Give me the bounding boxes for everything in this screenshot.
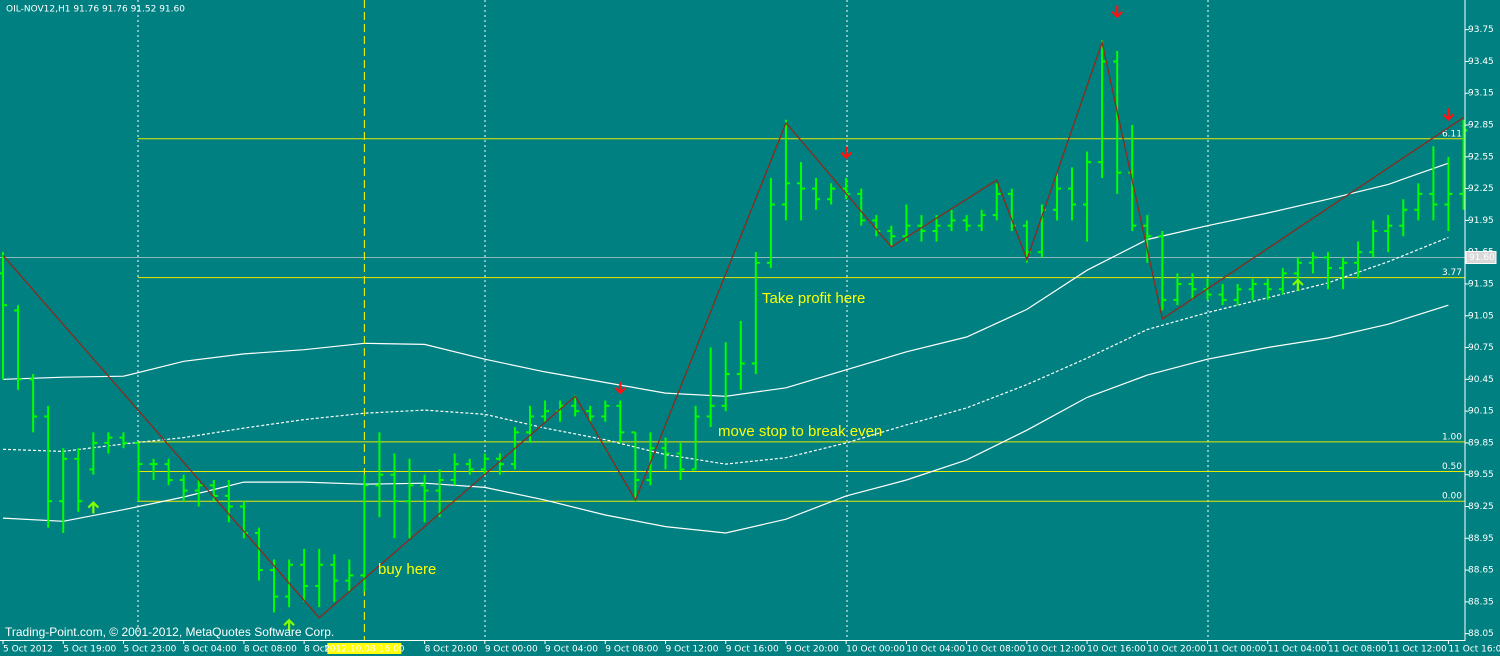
y-tick-label: 89.25	[1468, 502, 1494, 512]
x-tick-label: 11 Oct 08:00	[1328, 645, 1387, 655]
y-tick-label: 93.45	[1468, 57, 1494, 67]
crosshair-label-box	[327, 643, 402, 654]
x-tick-label: 11 Oct 12:00	[1388, 645, 1447, 655]
chart-title: OIL-NOV12,H1 91.76 91.76 91.52 91.60	[6, 5, 185, 15]
x-tick-label: 9 Oct 20:00	[786, 645, 839, 655]
level-label: 1.00	[1442, 432, 1462, 442]
x-tick-label: 9 Oct 04:00	[545, 645, 598, 655]
fractal-arrow	[283, 618, 295, 632]
fractal-arrow	[1442, 108, 1455, 121]
y-tick-label: 88.65	[1468, 566, 1494, 576]
x-tick-label: 10 Oct 20:00	[1147, 645, 1206, 655]
x-tick-label: 10 Oct 00:00	[846, 645, 905, 655]
x-tick-label: 10 Oct 08:00	[967, 645, 1026, 655]
x-tick-label: 8 Oct 20:00	[425, 645, 478, 655]
x-tick-label: 10 Oct 04:00	[906, 645, 965, 655]
level-label: 0.00	[1442, 492, 1462, 502]
y-tick-label: 91.05	[1468, 311, 1494, 321]
zigzag	[2, 40, 1464, 619]
x-tick-label: 10 Oct 16:00	[1087, 645, 1146, 655]
period-separators	[137, 0, 1209, 640]
band-lower	[2, 304, 1449, 534]
annotation: Take profit here	[762, 290, 865, 307]
fractal-arrow	[1292, 278, 1304, 292]
x-tick-label: 9 Oct 08:00	[605, 645, 658, 655]
x-tick-label: 9 Oct 00:00	[485, 645, 538, 655]
y-tick-label: 88.35	[1468, 597, 1494, 607]
x-tick-label: 9 Oct 16:00	[726, 645, 779, 655]
x-tick-label: 8 Oct	[304, 645, 329, 655]
x-tick-label: 8 Oct 04:00	[184, 645, 237, 655]
y-tick-label: 88.05	[1468, 629, 1494, 639]
y-tick-label: 92.25	[1468, 184, 1494, 194]
x-tick-label: 5 Oct 2012	[3, 645, 53, 655]
fractal-arrow	[87, 500, 100, 514]
x-tick-label: 5 Oct 19:00	[63, 645, 116, 655]
level-label: 6.11	[1442, 129, 1462, 139]
x-tick-label: 11 Oct 16:00	[1448, 645, 1500, 655]
y-tick-label: 89.85	[1468, 438, 1494, 448]
y-tick-label: 93.75	[1468, 25, 1494, 35]
level-label: 0.50	[1442, 462, 1462, 472]
x-tick-label: 10 Oct 12:00	[1027, 645, 1086, 655]
y-tick-label: 89.55	[1468, 470, 1494, 480]
crosshair-label: 2012.10.08 16:00	[324, 645, 405, 655]
y-tick-label: 92.55	[1468, 152, 1494, 162]
y-tick-label: 90.75	[1468, 343, 1494, 353]
y-tick-label: 91.95	[1468, 216, 1494, 226]
level-label: 3.77	[1442, 268, 1462, 278]
x-tick-label: 8 Oct 08:00	[244, 645, 297, 655]
price-label: 91.60	[1469, 253, 1495, 263]
price-label-box	[1465, 250, 1497, 264]
x-tick-label: 5 Oct 23:00	[123, 645, 176, 655]
footer: Trading-Point.com, © 2001-2012, MetaQuot…	[5, 625, 334, 639]
fractal-arrow	[1111, 5, 1123, 19]
y-tick-label: 88.95	[1468, 534, 1494, 544]
x-tick-label: 11 Oct 00:00	[1208, 645, 1267, 655]
annotation: move stop to break even	[718, 423, 882, 440]
fractal-arrow	[840, 146, 852, 160]
annotation: buy here	[378, 561, 436, 578]
y-tick-label: 93.15	[1468, 89, 1494, 99]
y-tick-label: 90.15	[1468, 407, 1494, 417]
x-tick-label: 9 Oct 12:00	[665, 645, 718, 655]
band-middle	[2, 236, 1449, 465]
fractal-arrow	[614, 381, 627, 395]
y-tick-label: 91.35	[1468, 279, 1494, 289]
y-tick-label: 90.45	[1468, 375, 1494, 385]
y-tick-label: 92.85	[1468, 121, 1494, 131]
x-tick-label: 11 Oct 04:00	[1268, 645, 1327, 655]
